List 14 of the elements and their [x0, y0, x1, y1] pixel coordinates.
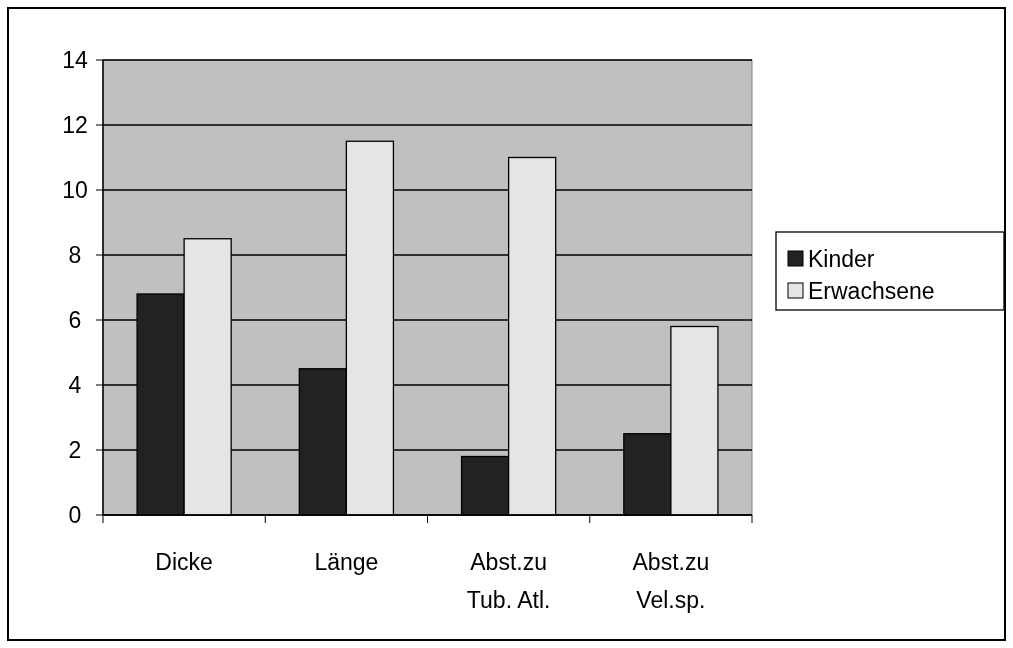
x-tick-label: Dicke	[155, 549, 213, 575]
legend-label: Kinder	[808, 246, 875, 273]
y-tick-label: 8	[68, 242, 82, 269]
x-tick-label: Länge	[314, 549, 379, 575]
x-tick-label: Abst.zu Tub. Atl.	[466, 549, 551, 613]
y-tick-label: 12	[62, 112, 88, 139]
legend-label: Erwachsene	[808, 278, 935, 305]
y-tick-label: 4	[68, 372, 82, 399]
y-tick-label: 10	[62, 177, 88, 204]
y-tick-label: 0	[68, 502, 82, 529]
x-tick-label: Abst.zu Vel.sp.	[632, 549, 710, 613]
y-tick-label: 14	[62, 47, 88, 74]
y-tick-label: 6	[68, 307, 82, 334]
y-tick-label: 2	[68, 437, 82, 464]
